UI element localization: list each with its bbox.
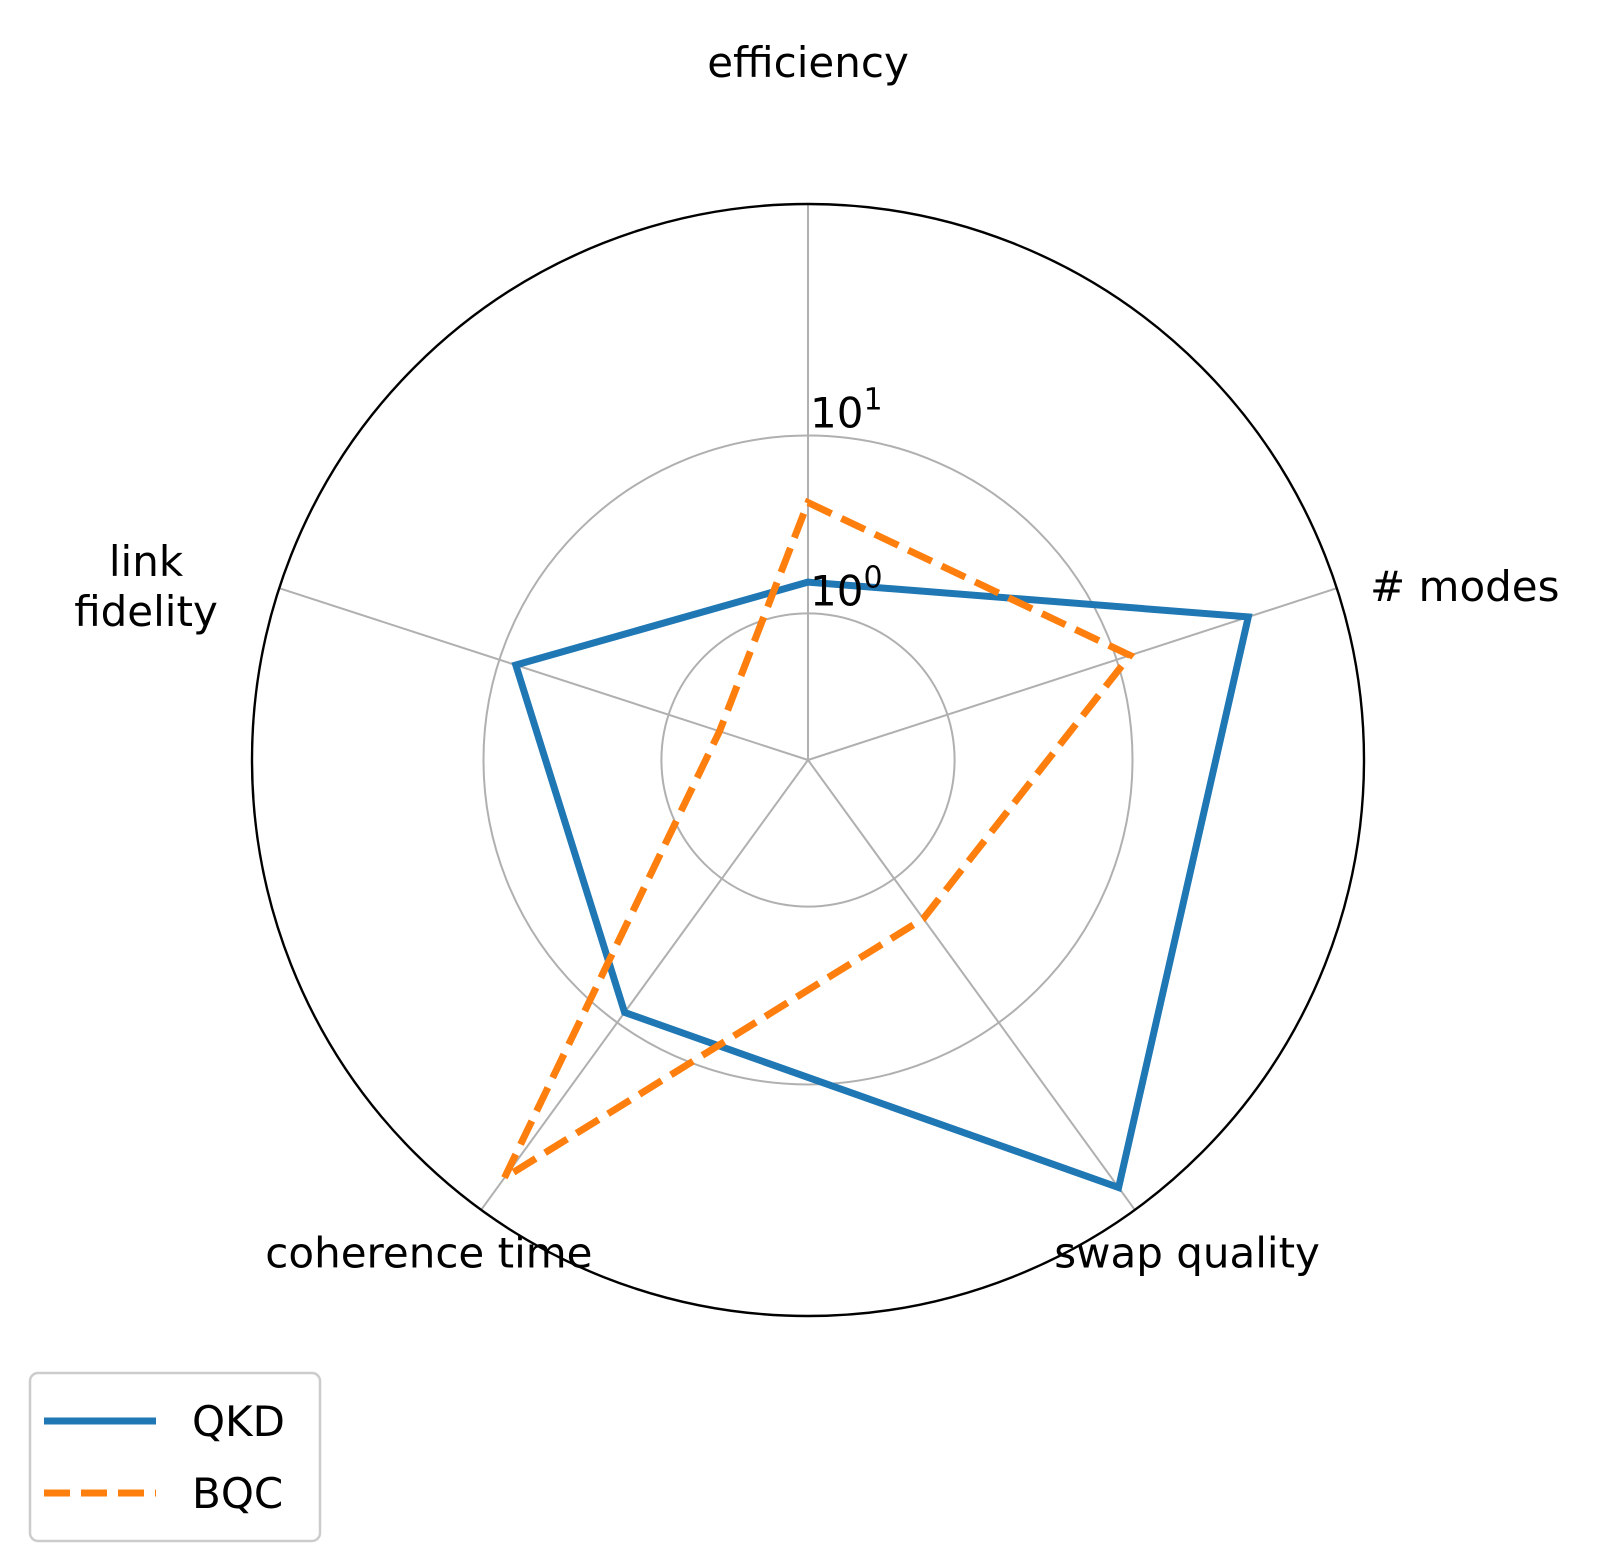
axis-label-3: swap quality: [1054, 1229, 1320, 1278]
axis-label-5: link fidelity: [74, 537, 218, 636]
axis-label-2: # modes: [1370, 562, 1560, 611]
outer-frame: [250, 202, 1366, 1318]
axis-spokes: [278, 204, 1338, 1211]
series-line-2: [496, 497, 1136, 1188]
legend-label-series-2: BQC: [192, 1469, 283, 1518]
axis-label-1: efficiency: [707, 38, 909, 87]
axis-spoke-5: [278, 587, 809, 761]
axis-spoke-3: [807, 759, 1136, 1211]
radial-tick-labels: 100 101: [810, 382, 883, 615]
legend: QKD BQC: [28, 1371, 322, 1543]
series-line-1: [511, 578, 1253, 1193]
legend-label-series-1: QKD: [192, 1397, 285, 1446]
axis-label-4: coherence time: [265, 1229, 592, 1278]
series-lines: [496, 497, 1253, 1193]
radial-tick-label-2: 101: [810, 382, 883, 437]
axis-spoke-4: [480, 759, 809, 1211]
radial-tick-label-1: 100: [810, 560, 883, 615]
axis-labels: efficiency # modes swap quality coherence t…: [74, 38, 1559, 1278]
legend-box: [28, 1371, 322, 1543]
